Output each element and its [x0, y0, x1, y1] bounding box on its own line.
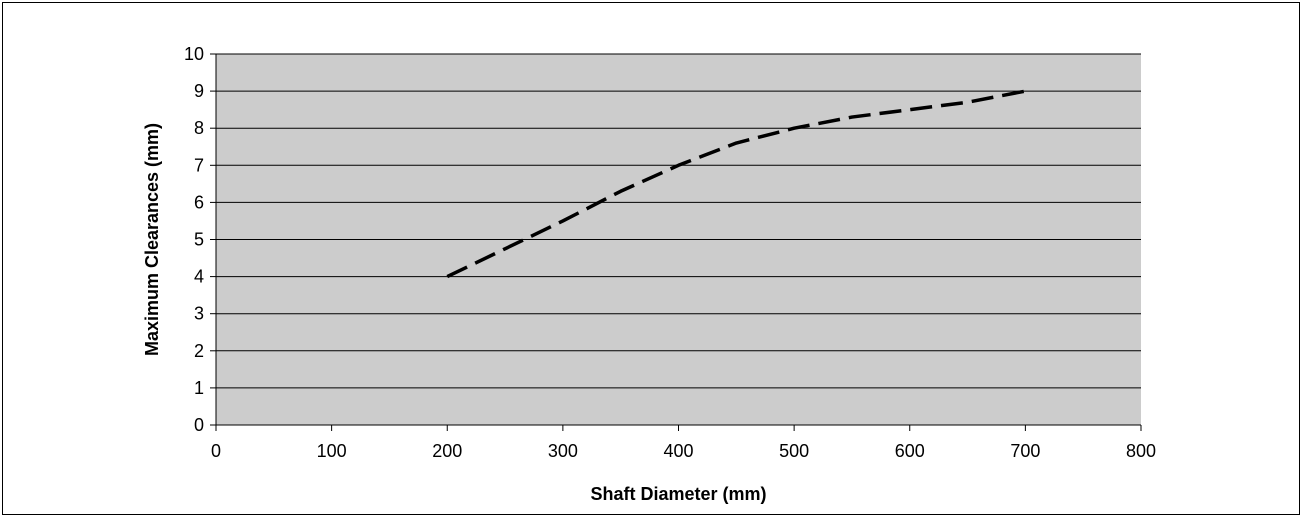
- y-tick-label: 5: [194, 230, 204, 250]
- y-tick-label: 8: [194, 118, 204, 138]
- y-tick-label: 2: [194, 341, 204, 361]
- y-tick-label: 4: [194, 267, 204, 287]
- x-tick-label: 200: [432, 441, 462, 461]
- x-axis-title: Shaft Diameter (mm): [590, 484, 766, 504]
- y-tick-label: 6: [194, 192, 204, 212]
- y-tick-label: 1: [194, 378, 204, 398]
- y-tick-label: 7: [194, 155, 204, 175]
- x-axis-ticks: 0 100 200 300 400 500 600 700 800: [211, 425, 1156, 461]
- x-tick-label: 800: [1126, 441, 1156, 461]
- y-tick-label: 10: [184, 44, 204, 64]
- x-tick-label: 600: [895, 441, 925, 461]
- x-tick-label: 400: [663, 441, 693, 461]
- y-tick-label: 3: [194, 304, 204, 324]
- y-tick-label: 9: [194, 81, 204, 101]
- y-axis-ticks: 0 1 2 3 4 5 6 7 8 9 10: [184, 44, 216, 435]
- y-tick-label: 0: [194, 415, 204, 435]
- series-group: [446, 89, 1026, 279]
- series-line: [446, 89, 1026, 279]
- y-axis-title: Maximum Clearances (mm): [142, 123, 162, 356]
- x-tick-label: 500: [779, 441, 809, 461]
- x-tick-label: 300: [548, 441, 578, 461]
- x-tick-label: 100: [317, 441, 347, 461]
- x-tick-label: 700: [1010, 441, 1040, 461]
- x-tick-label: 0: [211, 441, 221, 461]
